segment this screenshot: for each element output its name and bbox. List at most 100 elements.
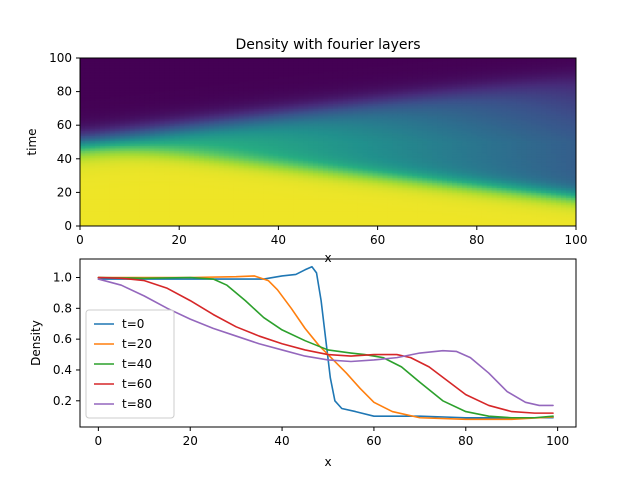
heatmap-cell — [506, 224, 513, 226]
heatmap-cell — [248, 187, 255, 190]
heatmap-cell — [184, 192, 190, 195]
heatmap-cell — [551, 194, 557, 197]
heatmap-cell — [104, 215, 111, 219]
heatmap-cell — [248, 224, 255, 226]
heatmap-cell — [238, 195, 245, 199]
heatmap-cell — [422, 199, 428, 202]
heatmap-cell — [422, 185, 428, 188]
heatmap-cell — [392, 187, 399, 190]
heatmap-cell — [466, 184, 473, 187]
heatmap-cell — [84, 214, 91, 217]
heatmap-cell — [213, 194, 220, 197]
heatmap-cell — [362, 209, 369, 212]
heatmap-cell — [199, 217, 205, 220]
heatmap-cell — [531, 189, 537, 192]
heatmap-cell — [437, 210, 443, 214]
heatmap-cell — [402, 219, 408, 222]
heatmap-cell — [407, 192, 413, 195]
heatmap-cell — [337, 212, 344, 215]
heatmap-cell — [387, 220, 394, 224]
heatmap-cell — [501, 220, 508, 224]
heatmap-cell — [89, 212, 96, 215]
heatmap-cell — [432, 190, 438, 193]
heatmap-cell — [432, 184, 438, 187]
heatmap-cell — [149, 224, 155, 226]
heatmap-cell — [268, 215, 275, 219]
heatmap-cell — [184, 199, 190, 202]
heatmap-cell — [99, 207, 106, 210]
heatmap-cell — [491, 204, 498, 207]
heatmap-cell — [104, 209, 111, 212]
heatmap-cell — [223, 205, 230, 209]
heatmap-cell — [407, 209, 413, 212]
heatmap-cell — [536, 215, 542, 219]
heatmap-cell — [94, 220, 101, 224]
heatmap-cell — [551, 192, 557, 195]
heatmap-cell — [303, 219, 309, 222]
heatmap-cell — [308, 205, 314, 209]
heatmap-cell — [566, 187, 572, 190]
heatmap-cell — [387, 205, 394, 209]
heatmap-cell — [169, 190, 175, 193]
heatmap-cell — [99, 212, 106, 215]
heatmap-cell — [362, 190, 369, 193]
heatmap-cell — [407, 187, 413, 190]
heatmap-cell — [104, 194, 111, 197]
heatmap-cell — [174, 187, 180, 190]
heatmap-cell — [318, 187, 324, 190]
heatmap-cell — [303, 222, 309, 225]
heatmap-cell — [94, 192, 101, 195]
heatmap-cell — [402, 215, 408, 219]
heatmap-cell — [109, 194, 116, 197]
heatmap-cell — [516, 197, 523, 200]
heatmap-cell — [149, 185, 155, 188]
heatmap-cell — [104, 197, 111, 200]
heatmap-cell — [134, 205, 141, 209]
heatmap-cell — [417, 184, 423, 187]
heatmap-cell — [432, 182, 438, 185]
heatmap-cell — [253, 205, 260, 209]
heatmap-cell — [174, 184, 180, 187]
heatmap-cell — [407, 205, 413, 209]
heatmap-cell — [476, 222, 483, 225]
heatmap-cell — [134, 209, 141, 212]
heatmap-cell — [407, 200, 413, 204]
heatmap-cell — [471, 215, 478, 219]
heatmap-cell — [546, 209, 552, 212]
heatmap-cell — [208, 194, 215, 197]
heatmap-cell — [452, 197, 458, 200]
heatmap-cell — [273, 185, 279, 188]
heatmap-cell — [342, 194, 349, 197]
heatmap-cell — [104, 195, 111, 199]
heatmap-cell — [204, 185, 210, 188]
heatmap-cell — [144, 224, 151, 226]
heatmap-cell — [501, 192, 508, 195]
heatmap-cell — [506, 185, 513, 188]
heatmap-cell — [293, 184, 299, 187]
heatmap-cell — [471, 199, 478, 202]
heatmap-cell — [392, 190, 399, 193]
heatmap-cell — [466, 220, 473, 224]
heatmap-cell — [566, 190, 572, 193]
heatmap-cell — [174, 205, 180, 209]
heatmap-cell — [124, 204, 131, 207]
heatmap-cell — [129, 195, 136, 199]
heatmap-cell — [402, 195, 408, 199]
heatmap-cell — [407, 217, 413, 220]
heatmap-cell — [258, 202, 265, 205]
heatmap-cell — [422, 197, 428, 200]
heatmap-cell — [466, 222, 473, 225]
heatmap-cell — [318, 189, 324, 192]
heatmap-cell — [437, 204, 443, 207]
heatmap-cell — [194, 190, 200, 193]
heatmap-cell — [342, 202, 349, 205]
heatmap-cell — [228, 197, 235, 200]
heatmap-cell — [218, 187, 225, 190]
heatmap-cell — [159, 209, 165, 212]
heatmap-cell — [561, 210, 567, 214]
heatmap-cell — [501, 185, 508, 188]
heatmap-cell — [566, 194, 572, 197]
heatmap-cell — [288, 192, 294, 195]
heatmap-cell — [392, 185, 399, 188]
heatmap-cell — [471, 184, 478, 187]
